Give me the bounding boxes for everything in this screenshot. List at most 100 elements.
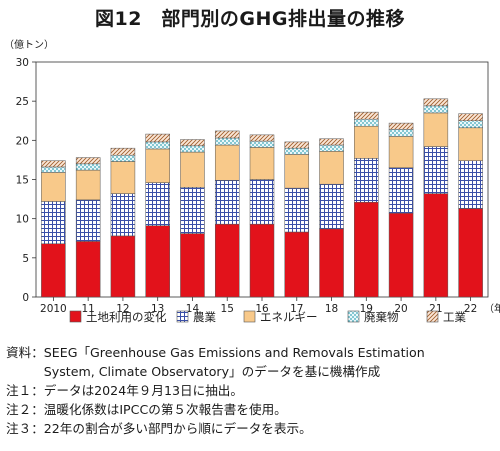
bar-segment-2 [214,144,240,181]
bar-segment-1 [284,187,310,233]
bar-segment-0 [423,193,449,298]
bar-segment-4 [145,133,170,143]
x-tick-label: 13 [151,303,164,315]
x-tick-label: 14 [186,303,200,315]
bar-segment-2 [423,112,449,147]
legend-label-3: 廃棄物 [364,310,399,324]
bar-segment-3 [41,166,66,173]
source-note-line-2: System, Climate Observatory」のデータを基に機構作成 [6,364,381,379]
bar-segment-3 [214,137,240,146]
bar-segment-2 [110,161,136,194]
source-note-line-1: 資料：SEEG「Greenhouse Gas Emissions and Rem… [6,345,425,360]
legend-label-2: エネルギー [260,310,318,324]
bar-segment-3 [145,141,170,150]
x-axis-label: （年） [484,302,500,315]
x-tick-label: 18 [325,303,338,315]
legend-swatch-4 [426,310,439,323]
bar-segment-0 [180,233,205,298]
legend-label-1: 農業 [193,310,216,324]
bar-segment-3 [458,120,483,129]
x-tick-label: 12 [116,303,129,315]
bar-segment-4 [388,122,414,130]
y-axis-label: （億トン） [4,38,54,51]
bar-segment-3 [354,118,379,127]
bar-segment-0 [458,208,483,298]
x-tick-label: 15 [221,303,234,315]
x-tick-label: 16 [255,303,269,315]
bar-segment-0 [214,223,240,298]
x-tick-label: 19 [360,303,373,315]
x-tick-label: 2010 [40,303,67,315]
bar-segment-1 [214,180,240,225]
bar-segment-0 [145,225,170,298]
bar-segment-2 [284,154,310,189]
bar-segment-4 [41,160,66,168]
bar-segment-0 [75,241,101,298]
note-3: 注３：22年の割合が多い部門から順にデータを表示。 [6,421,312,436]
bar-segment-4 [423,98,449,107]
bar-segment-1 [388,167,414,214]
y-tick-label: 5 [22,253,29,265]
bar-segment-0 [249,223,275,298]
bar-segment-3 [388,129,414,137]
bar-segment-3 [284,147,310,155]
bar-segment-1 [319,183,344,230]
bar-segment-4 [180,139,205,147]
bar-segment-4 [110,147,136,156]
bar-segment-2 [75,169,101,201]
x-tick-label: 17 [290,303,303,315]
bar-segment-3 [180,145,205,153]
x-tick-label: 20 [394,303,407,315]
legend-swatch-2 [243,310,256,323]
bar-segment-1 [249,179,275,225]
legend-label-4: 工業 [443,310,466,324]
y-tick-label: 0 [22,292,29,304]
bar-segment-1 [75,199,101,242]
bar-segment-1 [110,193,136,237]
bar-segment-3 [110,154,136,162]
bar-segment-2 [249,147,275,180]
bar-segment-2 [145,148,170,183]
y-tick-label: 25 [16,96,29,108]
bar-segment-4 [249,134,275,142]
legend-swatch-1 [176,310,189,323]
bar-segment-3 [249,140,275,148]
y-tick-label: 10 [16,214,29,226]
bar-segment-1 [423,146,449,194]
bar-segment-3 [319,144,344,152]
bar-segment-1 [458,160,483,209]
chart-title: 図12 部門別のGHG排出量の推移 [94,8,406,30]
bar-segment-1 [145,182,170,226]
bar-segment-0 [110,235,136,298]
bar-segment-2 [41,172,66,202]
note-2: 注２：温暖化係数はIPCCの第５次報告書を使用。 [6,402,287,417]
bar-segment-4 [354,111,379,120]
bar-segment-4 [458,113,483,121]
bar-segment-0 [388,212,414,298]
bar-segment-4 [284,141,310,149]
bar-segment-3 [75,163,101,171]
bar-segment-2 [354,125,379,159]
legend-swatch-0 [69,310,82,323]
notes: 資料：SEEG「Greenhouse Gas Emissions and Rem… [6,343,498,438]
bar-segment-4 [214,130,240,139]
bar-segment-0 [319,228,344,298]
bar-segment-0 [354,201,379,298]
bar-segment-4 [75,157,101,165]
bar-segment-0 [41,243,66,298]
y-tick-label: 20 [16,135,29,147]
note-1: 注１：データは2024年９月13日に抽出。 [6,383,243,398]
bar-segment-2 [458,127,483,161]
bar-segment-0 [284,231,310,298]
x-tick-label: 22 [464,303,477,315]
bar-segment-1 [41,201,66,244]
bar-segment-2 [180,151,205,188]
x-tick-label: 11 [81,303,94,315]
y-tick-label: 15 [16,175,29,187]
bar-segment-2 [388,136,414,169]
bar-segment-3 [423,105,449,114]
bar-segment-2 [319,151,344,185]
y-tick-label: 30 [16,57,29,69]
stacked-bar-chart: 0 5 10 15 20 25 30 （億トン） 2010 11 12 13 14 15 16 17 18 19 2… [4,38,500,324]
bar-segment-4 [319,138,344,146]
